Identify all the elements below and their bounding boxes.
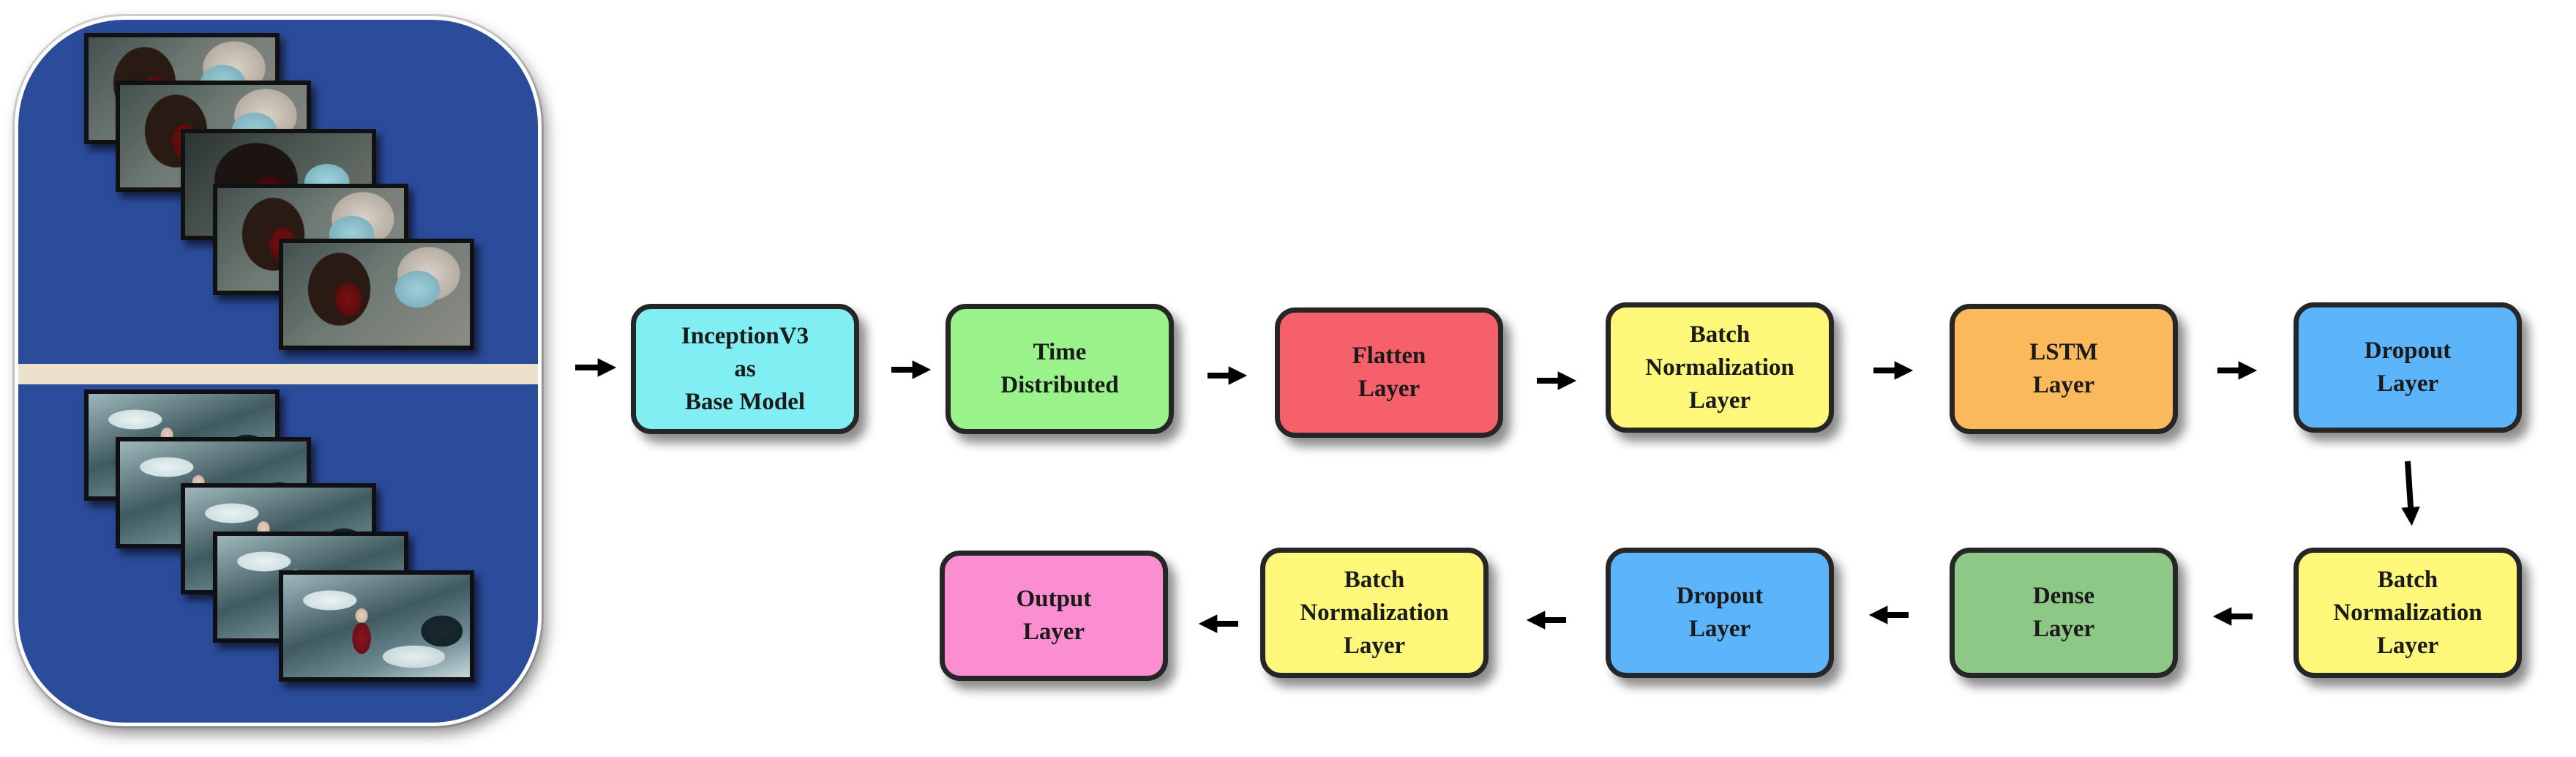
node-label: InceptionV3 as Base Model (681, 322, 809, 415)
dense-node: Dense Layer (1950, 548, 2178, 678)
batch-normalization-node: Batch Normalization Layer (2294, 548, 2522, 678)
batch-normalization-node: Batch Normalization Layer (1260, 548, 1489, 678)
batch-normalization-node: Batch Normalization Layer (1606, 302, 1834, 433)
node-label: Output Layer (1016, 586, 1092, 645)
node-label: Flatten Layer (1352, 343, 1426, 402)
output-node: Output Layer (940, 551, 1168, 681)
clip-divider (18, 364, 538, 384)
node-label: Batch Normalization Layer (1300, 566, 1449, 659)
lstm-node: LSTM Layer (1950, 304, 2178, 434)
arrow-dropout-to-batchnorm2 (2401, 460, 2420, 526)
node-label: Dropout Layer (2364, 338, 2452, 397)
node-label: Dense Layer (2032, 583, 2095, 642)
video-frame (279, 239, 474, 350)
video-frame (279, 570, 474, 682)
node-label: Time Distributed (1000, 339, 1119, 398)
node-label: Batch Normalization Layer (2333, 566, 2482, 659)
node-label: LSTM Layer (2029, 339, 2098, 398)
dropout-node: Dropout Layer (1606, 548, 1834, 678)
node-label: Dropout Layer (1676, 583, 1764, 642)
dropout-node: Dropout Layer (2294, 302, 2522, 433)
node-label: Batch Normalization Layer (1645, 321, 1794, 414)
input-video-panel (15, 16, 542, 726)
flatten-node: Flatten Layer (1275, 307, 1503, 438)
time-distributed-node: Time Distributed (946, 304, 1174, 434)
inceptionv3-node: InceptionV3 as Base Model (631, 304, 859, 434)
